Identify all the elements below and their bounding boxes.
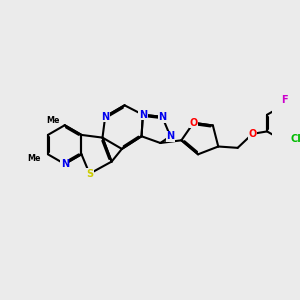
Text: O: O — [248, 129, 256, 139]
Text: O: O — [189, 118, 198, 128]
Text: N: N — [166, 131, 174, 141]
Text: N: N — [158, 112, 166, 122]
Text: Me: Me — [28, 154, 41, 163]
Text: N: N — [139, 110, 147, 120]
Text: Cl: Cl — [291, 134, 300, 144]
Text: F: F — [281, 95, 288, 106]
Text: S: S — [86, 169, 93, 179]
Text: N: N — [101, 112, 109, 122]
Text: N: N — [61, 159, 69, 169]
Text: Me: Me — [46, 116, 59, 125]
